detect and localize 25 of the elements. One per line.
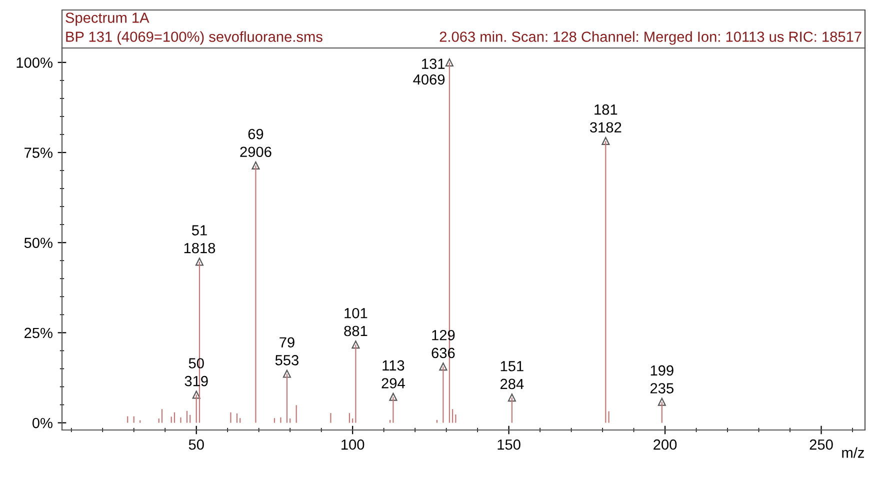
x-axis-title: m/z	[842, 447, 864, 458]
annotation: 199 235	[650, 365, 674, 394]
annotation: 131 4069	[413, 58, 445, 85]
x-tick-label: 200	[654, 439, 677, 450]
x-tick-label: 150	[498, 439, 520, 450]
x-tick-label: 250	[810, 439, 833, 450]
y-tick-label: 25%	[24, 328, 52, 338]
y-tick-label: 50%	[24, 238, 52, 248]
annotation: 79 553	[275, 337, 298, 366]
chart-title: Spectrum 1A	[66, 12, 150, 26]
x-tick-label: 50	[188, 439, 204, 450]
x-tick-label: 100	[342, 439, 364, 450]
annotation: 181 3182	[590, 104, 622, 133]
annotation: 129 636	[432, 330, 455, 358]
annotation: 50 319	[184, 358, 208, 386]
y-tick-label: 0%	[32, 418, 52, 428]
annotation: 113 294	[382, 360, 405, 388]
text: 2.063 min. Scan: 128 Channel: Merged Ion: 10113 us RIC: 18517	[440, 31, 862, 45]
annotation: 151 284	[500, 361, 524, 390]
y-tick-label: 75%	[24, 148, 52, 158]
annotation: 101 881	[344, 308, 368, 336]
annotation: 69 2906	[240, 128, 272, 158]
chart-subtitle: BP 131 (4069=100%) sevofluorane.sms	[66, 31, 322, 45]
annotation: 51 1818	[184, 225, 216, 254]
y-tick-label: 100%	[16, 58, 52, 68]
